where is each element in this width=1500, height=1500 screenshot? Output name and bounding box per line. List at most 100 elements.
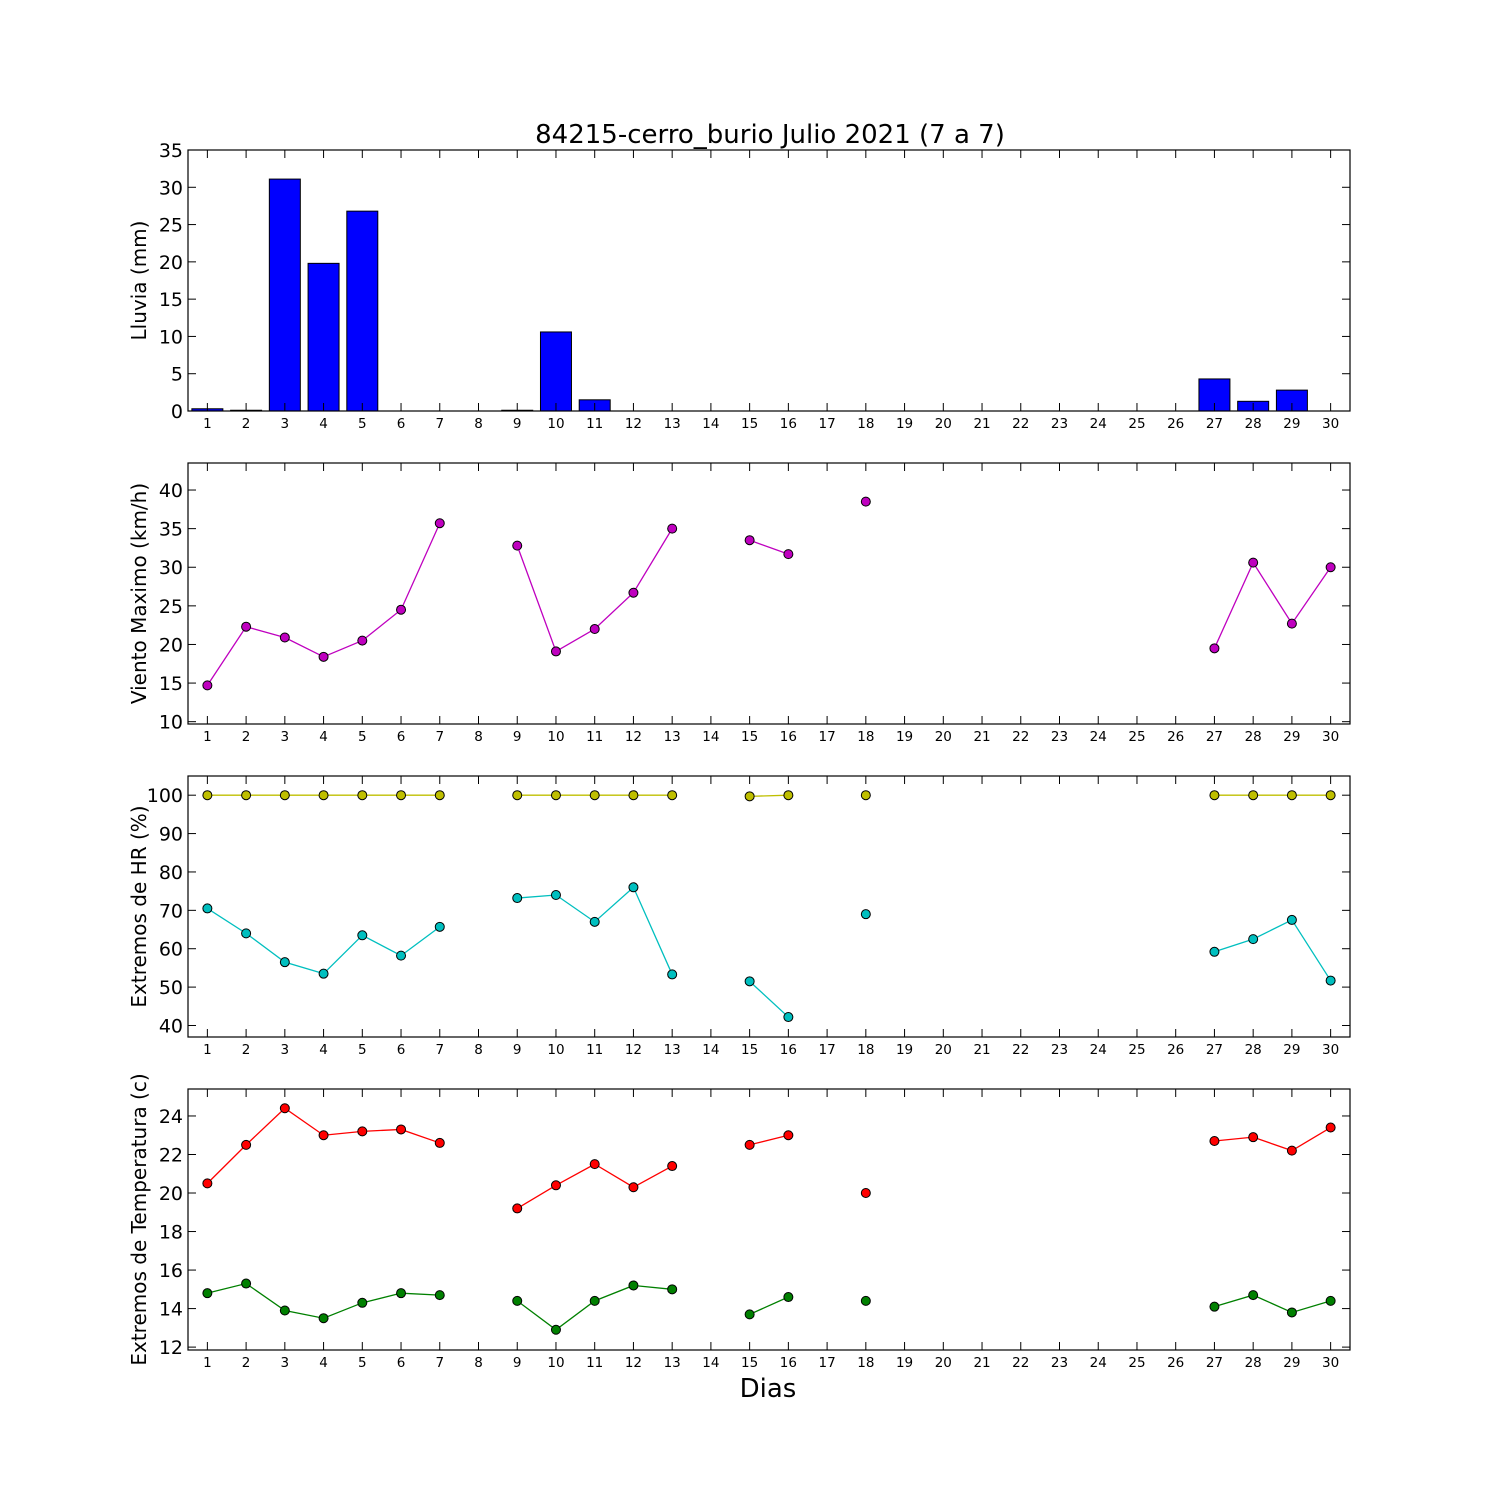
- humidity-series-0-point: [202, 790, 213, 801]
- rainfall-xtick-label: 26: [1167, 416, 1184, 432]
- max-wind-xtick-label: 2: [242, 729, 251, 745]
- rainfall-xtick-label: 22: [1012, 416, 1029, 432]
- humidity-plot-frame: [187, 775, 1351, 1038]
- humidity-xtick-label: 6: [397, 1042, 406, 1058]
- temperature-xtick-label: 9: [513, 1355, 522, 1371]
- rainfall-xtick-label: 23: [1051, 416, 1068, 432]
- max-wind-xtick-label: 24: [1090, 729, 1107, 745]
- chart-title: 84215-cerro_burio Julio 2021 (7 a 7): [535, 120, 1005, 150]
- temperature-xtick-label: 7: [435, 1355, 444, 1371]
- humidity-series-0-point: [318, 790, 329, 801]
- temperature-series-0-point: [318, 1130, 329, 1141]
- humidity-series-0-point: [1325, 790, 1336, 801]
- humidity-series-1-point: [396, 950, 407, 961]
- humidity-series-0-point: [860, 790, 871, 801]
- max-wind-xtick-label: 7: [435, 729, 444, 745]
- temperature-xtick-label: 3: [281, 1355, 290, 1371]
- rainfall-xtick-label: 6: [397, 416, 406, 432]
- max-wind-xtick-label: 17: [819, 729, 836, 745]
- max-wind-plot-frame: [187, 462, 1351, 725]
- temperature-xtick-label: 27: [1206, 1355, 1223, 1371]
- temperature-series-0-point: [279, 1103, 290, 1114]
- temperature-series-0-point: [744, 1139, 755, 1150]
- max-wind-series-0-point: [1209, 643, 1220, 654]
- rainfall-xtick-label: 29: [1283, 416, 1300, 432]
- rainfall-ytick-label: 30: [159, 177, 183, 199]
- temperature-ytick-label: 24: [159, 1106, 183, 1128]
- temperature-series-0-point: [628, 1182, 639, 1193]
- humidity-series-1-point: [1248, 934, 1259, 945]
- max-wind-series-0-point: [1325, 562, 1336, 573]
- humidity-xtick-label: 1: [203, 1042, 212, 1058]
- max-wind-series-0-point: [279, 632, 290, 643]
- max-wind-xtick-label: 16: [780, 729, 797, 745]
- temperature-xtick-label: 21: [973, 1355, 990, 1371]
- humidity-xtick-label: 8: [474, 1042, 483, 1058]
- temperature-series-0-point: [357, 1126, 368, 1137]
- humidity-xtick-label: 22: [1012, 1042, 1029, 1058]
- humidity-ytick-label: 40: [159, 1015, 183, 1037]
- rainfall-xtick-label: 10: [547, 416, 564, 432]
- max-wind-series-0-point: [550, 646, 561, 657]
- temperature-ytick-label: 20: [159, 1183, 183, 1205]
- temperature-series-0-point: [241, 1139, 252, 1150]
- humidity-series-0-point: [396, 790, 407, 801]
- humidity-series-0-point: [589, 790, 600, 801]
- humidity-xtick-label: 27: [1206, 1042, 1223, 1058]
- max-wind-series-0-point: [318, 651, 329, 662]
- max-wind-ytick-label: 15: [159, 673, 183, 695]
- max-wind-xtick-label: 27: [1206, 729, 1223, 745]
- humidity-series-1-point: [1209, 946, 1220, 957]
- max-wind-series-0-point: [241, 621, 252, 632]
- humidity-xtick-label: 7: [435, 1042, 444, 1058]
- humidity-xtick-label: 4: [319, 1042, 328, 1058]
- humidity-series-1-point: [744, 976, 755, 987]
- max-wind-xtick-label: 9: [513, 729, 522, 745]
- temperature-series-1-point: [202, 1288, 213, 1299]
- max-wind-ylabel: Viento Maximo (km/h): [127, 483, 151, 704]
- humidity-series-1-point: [279, 957, 290, 968]
- max-wind-xtick-label: 21: [973, 729, 990, 745]
- temperature-series-1-point: [744, 1309, 755, 1320]
- max-wind-xtick-label: 26: [1167, 729, 1184, 745]
- rainfall-bar: [539, 331, 572, 412]
- humidity-series-0-point: [667, 790, 678, 801]
- humidity-xtick-label: 26: [1167, 1042, 1184, 1058]
- humidity-series-1-point: [318, 968, 329, 979]
- rainfall-xtick-label: 5: [358, 416, 367, 432]
- max-wind-series-0-point: [1248, 557, 1259, 568]
- rainfall-xtick-label: 2: [242, 416, 251, 432]
- temperature-series-0-line: [1214, 1126, 1331, 1152]
- x-axis-label: Dias: [740, 1374, 797, 1404]
- max-wind-xtick-label: 29: [1283, 729, 1300, 745]
- max-wind-ytick-label: 20: [159, 634, 183, 656]
- rainfall-xtick-label: 24: [1090, 416, 1107, 432]
- temperature-xtick-label: 19: [896, 1355, 913, 1371]
- temperature-series-0-point: [512, 1203, 523, 1214]
- rainfall-xtick-label: 8: [474, 416, 483, 432]
- rainfall-xtick-label: 17: [819, 416, 836, 432]
- rainfall-xtick-label: 1: [203, 416, 212, 432]
- rainfall-xtick-label: 15: [741, 416, 758, 432]
- rainfall-ytick-label: 20: [159, 252, 183, 274]
- humidity-series-0-point: [628, 790, 639, 801]
- temperature-xtick-label: 17: [819, 1355, 836, 1371]
- temperature-series-0-point: [783, 1130, 794, 1141]
- temperature-series-1-point: [1286, 1307, 1297, 1318]
- humidity-series-1-point: [202, 903, 213, 914]
- humidity-xtick-label: 14: [702, 1042, 719, 1058]
- temperature-xtick-label: 15: [741, 1355, 758, 1371]
- humidity-series-0-point: [1286, 790, 1297, 801]
- humidity-xtick-label: 18: [857, 1042, 874, 1058]
- rainfall-bar: [307, 262, 340, 412]
- humidity-series-1-line: [517, 886, 673, 975]
- humidity-xtick-label: 9: [513, 1042, 522, 1058]
- max-wind-xtick-label: 1: [203, 729, 212, 745]
- humidity-xtick-label: 24: [1090, 1042, 1107, 1058]
- temperature-series-1-point: [1209, 1301, 1220, 1312]
- temperature-xtick-label: 12: [625, 1355, 642, 1371]
- temperature-xtick-label: 26: [1167, 1355, 1184, 1371]
- temperature-series-1-point: [318, 1313, 329, 1324]
- temperature-series-1-point: [667, 1284, 678, 1295]
